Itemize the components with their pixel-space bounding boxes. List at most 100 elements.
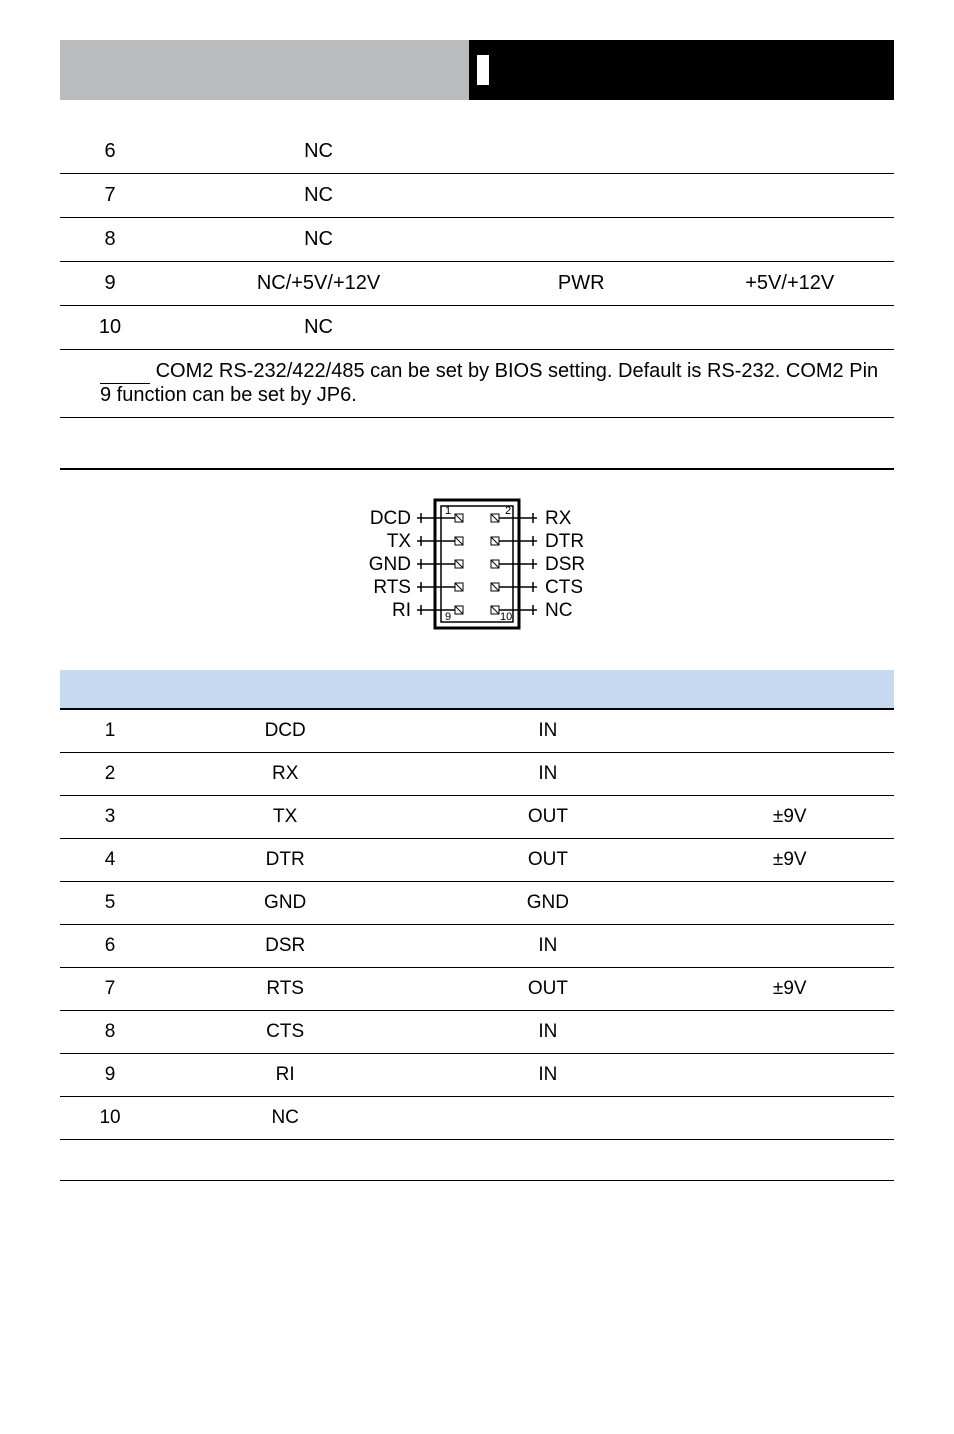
table-row: 8 NC <box>60 218 894 262</box>
signal-table-lower: 1DCDIN2RXIN3TXOUT±9V4DTROUT±9V5GNDGND6DS… <box>60 708 894 1140</box>
svg-text:NC: NC <box>545 600 572 621</box>
header-bar <box>60 40 894 100</box>
volt-cell <box>685 1054 894 1097</box>
header-left-panel <box>60 40 469 100</box>
dir-cell: OUT <box>410 968 685 1011</box>
svg-text:RTS: RTS <box>373 577 411 598</box>
dir-cell: OUT <box>410 839 685 882</box>
note-underline <box>100 360 150 384</box>
pin-cell: 2 <box>60 753 160 796</box>
pin-cell: 4 <box>60 839 160 882</box>
table-row: 6DSRIN <box>60 925 894 968</box>
dir-cell: PWR <box>477 262 686 306</box>
dir-cell: IN <box>410 753 685 796</box>
signal-cell: RTS <box>160 968 410 1011</box>
table-row: 9 NC/+5V/+12V PWR +5V/+12V <box>60 262 894 306</box>
pin-cell: 1 <box>60 709 160 753</box>
note-text: COM2 RS-232/422/485 can be set by BIOS s… <box>100 360 878 406</box>
section-divider <box>60 468 894 470</box>
table-row: 8CTSIN <box>60 1011 894 1054</box>
table-row: 1DCDIN <box>60 709 894 753</box>
volt-cell <box>685 1011 894 1054</box>
signal-cell: DTR <box>160 839 410 882</box>
table-row: 5GNDGND <box>60 882 894 925</box>
signal-cell: DSR <box>160 925 410 968</box>
volt-cell <box>685 130 894 174</box>
svg-text:DSR: DSR <box>545 554 585 575</box>
pin-cell: 3 <box>60 796 160 839</box>
volt-cell <box>685 218 894 262</box>
dir-cell <box>477 306 686 350</box>
svg-text:CTS: CTS <box>545 577 583 598</box>
svg-text:1: 1 <box>445 505 451 517</box>
volt-cell <box>685 709 894 753</box>
signal-cell: NC <box>160 218 477 262</box>
svg-text:RX: RX <box>545 508 572 529</box>
svg-text:2: 2 <box>505 505 511 517</box>
table2-header <box>60 670 894 708</box>
pin-cell: 7 <box>60 968 160 1011</box>
dir-cell: GND <box>410 882 685 925</box>
volt-cell <box>685 925 894 968</box>
svg-text:RI: RI <box>392 600 411 621</box>
volt-cell <box>685 306 894 350</box>
volt-cell <box>685 1097 894 1140</box>
svg-text:9: 9 <box>445 611 451 623</box>
dir-cell <box>410 1097 685 1140</box>
volt-cell: ±9V <box>685 796 894 839</box>
note-row: COM2 RS-232/422/485 can be set by BIOS s… <box>60 350 894 418</box>
signal-cell: NC <box>160 174 477 218</box>
svg-text:DCD: DCD <box>370 508 411 529</box>
table-row: 4DTROUT±9V <box>60 839 894 882</box>
table-row: 3TXOUT±9V <box>60 796 894 839</box>
pin-cell: 10 <box>60 1097 160 1140</box>
table-row: 2RXIN <box>60 753 894 796</box>
table-row: 7RTSOUT±9V <box>60 968 894 1011</box>
table-row: 6 NC <box>60 130 894 174</box>
signal-cell: RX <box>160 753 410 796</box>
dir-cell <box>477 218 686 262</box>
volt-cell <box>685 753 894 796</box>
bottom-divider <box>60 1180 894 1181</box>
pin-cell: 5 <box>60 882 160 925</box>
pin-cell: 9 <box>60 1054 160 1097</box>
table-row: 7 NC <box>60 174 894 218</box>
pin-cell: 8 <box>60 218 160 262</box>
dir-cell: IN <box>410 925 685 968</box>
signal-cell: GND <box>160 882 410 925</box>
signal-table-upper: 6 NC 7 NC 8 NC 9 NC/+5V/+12V PWR +5V/+12… <box>60 130 894 418</box>
volt-cell <box>685 174 894 218</box>
pin-cell: 6 <box>60 925 160 968</box>
volt-cell: ±9V <box>685 968 894 1011</box>
svg-text:GND: GND <box>369 554 411 575</box>
pinout-diagram: DCD RX TX DTR GND DSR RTS CTS RI NC 1 2 9 10 <box>60 490 894 640</box>
dir-cell: IN <box>410 1011 685 1054</box>
svg-text:DTR: DTR <box>545 531 584 552</box>
header-right-panel <box>469 40 894 100</box>
table-row: 10 NC <box>60 306 894 350</box>
header-tab <box>477 55 489 85</box>
volt-cell <box>685 882 894 925</box>
signal-cell: TX <box>160 796 410 839</box>
svg-text:TX: TX <box>387 531 412 552</box>
pin-cell: 6 <box>60 130 160 174</box>
pinout-svg: DCD RX TX DTR GND DSR RTS CTS RI NC 1 2 9 10 <box>317 490 637 640</box>
signal-cell: DCD <box>160 709 410 753</box>
table-row: 9RIIN <box>60 1054 894 1097</box>
signal-cell: RI <box>160 1054 410 1097</box>
signal-cell: CTS <box>160 1011 410 1054</box>
pin-cell: 9 <box>60 262 160 306</box>
table-row: 10NC <box>60 1097 894 1140</box>
dir-cell <box>477 130 686 174</box>
dir-cell <box>477 174 686 218</box>
dir-cell: IN <box>410 709 685 753</box>
dir-cell: OUT <box>410 796 685 839</box>
pin-cell: 10 <box>60 306 160 350</box>
signal-cell: NC/+5V/+12V <box>160 262 477 306</box>
volt-cell: +5V/+12V <box>685 262 894 306</box>
svg-text:10: 10 <box>500 611 512 623</box>
pin-cell: 8 <box>60 1011 160 1054</box>
volt-cell: ±9V <box>685 839 894 882</box>
pin-cell: 7 <box>60 174 160 218</box>
dir-cell: IN <box>410 1054 685 1097</box>
